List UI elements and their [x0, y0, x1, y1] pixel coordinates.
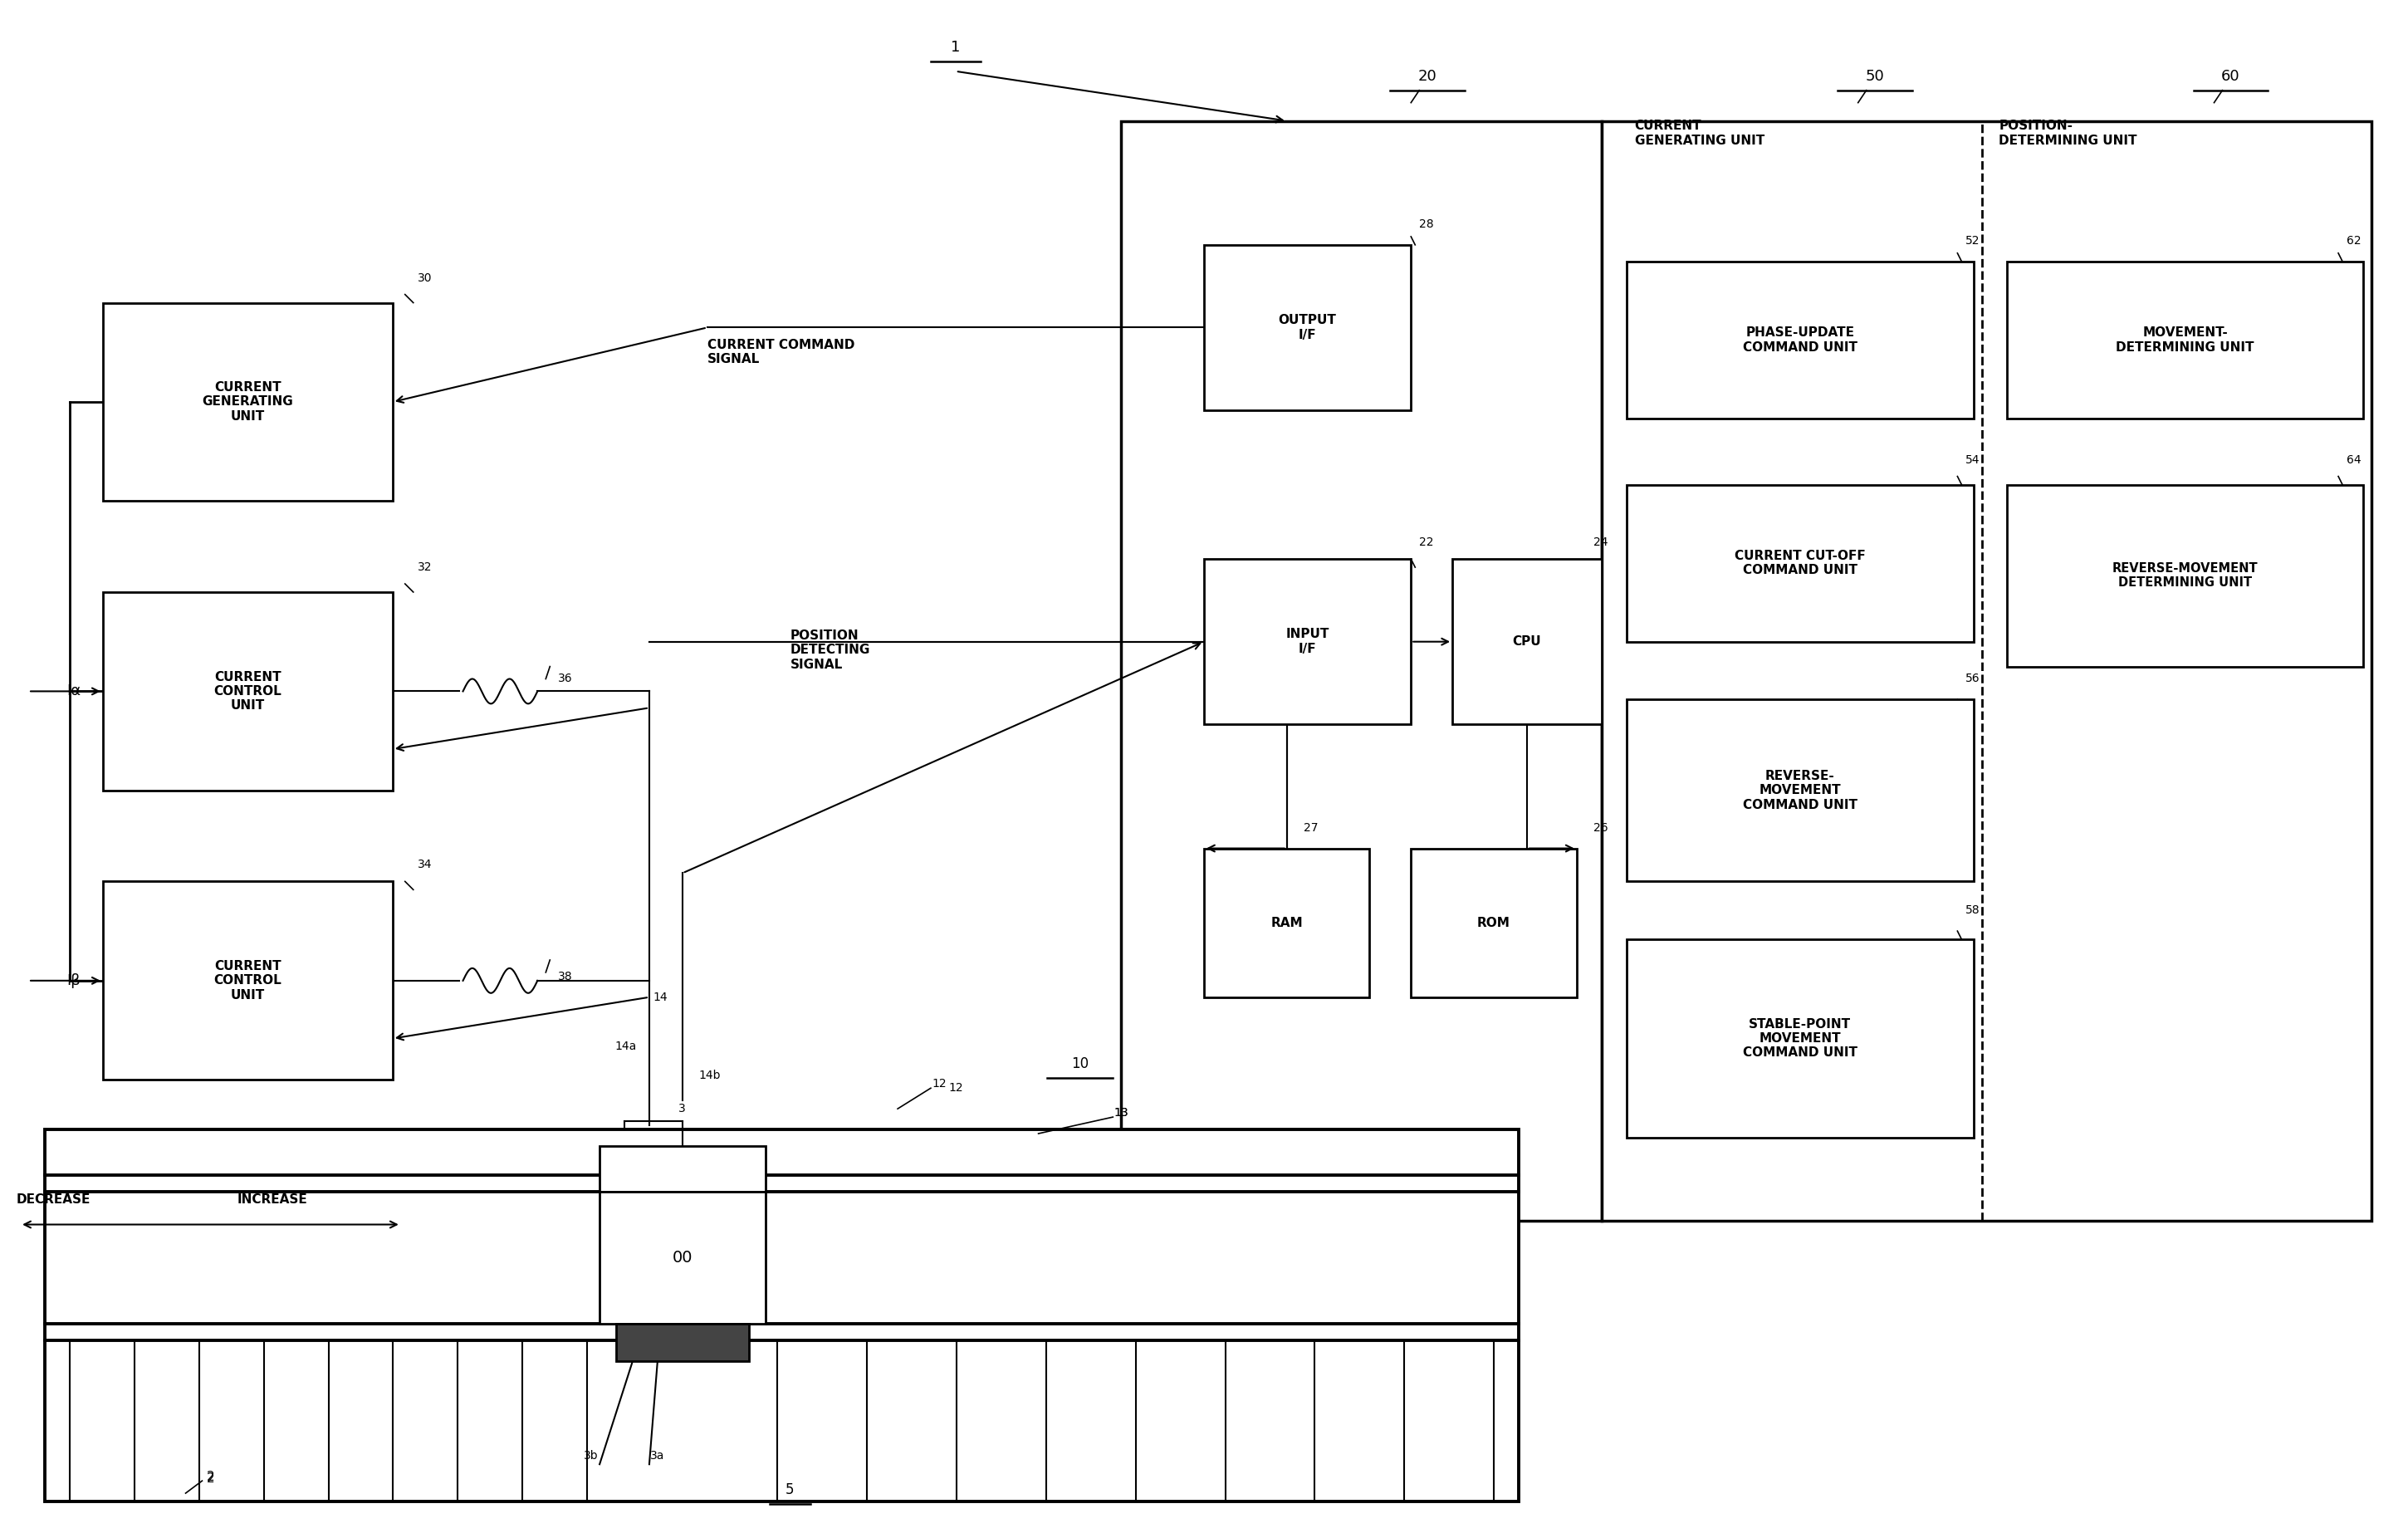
Text: 26: 26 — [1594, 821, 1609, 834]
Text: REVERSE-
MOVEMENT
COMMAND UNIT: REVERSE- MOVEMENT COMMAND UNIT — [1743, 771, 1857, 811]
Text: 3: 3 — [679, 1103, 686, 1115]
Text: MOVEMENT-
DETERMINING UNIT: MOVEMENT- DETERMINING UNIT — [2117, 326, 2254, 354]
Text: 32: 32 — [417, 561, 431, 574]
Text: CURRENT
CONTROL
UNIT: CURRENT CONTROL UNIT — [214, 960, 282, 1001]
Text: INCREASE: INCREASE — [238, 1193, 308, 1206]
Text: 12: 12 — [932, 1078, 946, 1090]
Text: 62: 62 — [2345, 235, 2362, 246]
FancyBboxPatch shape — [2008, 484, 2362, 666]
FancyBboxPatch shape — [1625, 484, 1975, 641]
FancyBboxPatch shape — [104, 881, 393, 1080]
Text: 13: 13 — [1115, 1107, 1129, 1118]
Text: CURRENT CUT-OFF
COMMAND UNIT: CURRENT CUT-OFF COMMAND UNIT — [1734, 549, 1866, 577]
Text: 00: 00 — [672, 1250, 694, 1266]
Text: POSITION
DETECTING
SIGNAL: POSITION DETECTING SIGNAL — [790, 629, 869, 671]
Text: 56: 56 — [1965, 674, 1979, 684]
Text: 2: 2 — [207, 1472, 214, 1484]
FancyBboxPatch shape — [1122, 122, 1601, 1220]
Text: OUTPUT
I/F: OUTPUT I/F — [1279, 314, 1336, 341]
Text: 14b: 14b — [698, 1070, 720, 1081]
Text: CURRENT COMMAND
SIGNAL: CURRENT COMMAND SIGNAL — [708, 338, 855, 366]
FancyBboxPatch shape — [1625, 700, 1975, 881]
FancyBboxPatch shape — [46, 1129, 1519, 1501]
Text: CURRENT
CONTROL
UNIT: CURRENT CONTROL UNIT — [214, 671, 282, 712]
Text: 14a: 14a — [614, 1041, 636, 1052]
Text: 5: 5 — [785, 1483, 795, 1498]
FancyBboxPatch shape — [1204, 245, 1411, 411]
FancyBboxPatch shape — [104, 592, 393, 791]
Text: 12: 12 — [949, 1083, 963, 1094]
FancyBboxPatch shape — [600, 1192, 766, 1324]
Text: CURRENT
GENERATING UNIT: CURRENT GENERATING UNIT — [1635, 120, 1765, 146]
Text: ROM: ROM — [1476, 917, 1510, 929]
FancyBboxPatch shape — [2008, 261, 2362, 418]
FancyBboxPatch shape — [1601, 122, 2372, 1220]
Text: 60: 60 — [2220, 69, 2239, 83]
Text: RAM: RAM — [1271, 917, 1303, 929]
Text: 22: 22 — [1418, 537, 1433, 548]
Text: REVERSE-MOVEMENT
DETERMINING UNIT: REVERSE-MOVEMENT DETERMINING UNIT — [2112, 561, 2259, 589]
Text: 64: 64 — [2345, 454, 2362, 466]
FancyBboxPatch shape — [1204, 558, 1411, 724]
FancyBboxPatch shape — [1204, 849, 1370, 997]
FancyBboxPatch shape — [104, 303, 393, 501]
Text: CPU: CPU — [1512, 635, 1541, 647]
Text: 2: 2 — [207, 1470, 214, 1483]
Text: 38: 38 — [559, 970, 573, 983]
FancyBboxPatch shape — [1411, 849, 1577, 997]
Text: Iα: Iα — [67, 684, 82, 698]
Text: 34: 34 — [417, 860, 431, 871]
Text: 30: 30 — [417, 272, 431, 283]
Text: 20: 20 — [1418, 69, 1438, 83]
Text: 27: 27 — [1303, 821, 1317, 834]
Text: 52: 52 — [1965, 235, 1979, 246]
Text: CURRENT
GENERATING
UNIT: CURRENT GENERATING UNIT — [202, 381, 294, 423]
Text: DECREASE: DECREASE — [17, 1193, 89, 1206]
FancyBboxPatch shape — [1625, 261, 1975, 418]
Text: POSITION-
DETERMINING UNIT: POSITION- DETERMINING UNIT — [1999, 120, 2136, 146]
Text: PHASE-UPDATE
COMMAND UNIT: PHASE-UPDATE COMMAND UNIT — [1743, 326, 1857, 354]
Text: 24: 24 — [1594, 537, 1609, 548]
Text: 1: 1 — [951, 40, 961, 55]
Text: STABLE-POINT
MOVEMENT
COMMAND UNIT: STABLE-POINT MOVEMENT COMMAND UNIT — [1743, 1018, 1857, 1060]
FancyBboxPatch shape — [1452, 558, 1601, 724]
Text: 54: 54 — [1965, 454, 1979, 466]
Text: 58: 58 — [1965, 904, 1979, 917]
Text: Iβ: Iβ — [67, 974, 82, 987]
FancyBboxPatch shape — [1625, 940, 1975, 1138]
FancyBboxPatch shape — [600, 1146, 766, 1192]
Text: 3b: 3b — [585, 1450, 600, 1461]
Text: 3a: 3a — [650, 1450, 665, 1461]
Text: 10: 10 — [1072, 1057, 1088, 1072]
Text: INPUT
I/F: INPUT I/F — [1286, 628, 1329, 655]
Text: 14: 14 — [653, 992, 667, 1003]
Text: 36: 36 — [559, 674, 573, 684]
FancyBboxPatch shape — [616, 1324, 749, 1361]
Text: 50: 50 — [1866, 69, 1883, 83]
Text: 13: 13 — [1115, 1107, 1129, 1118]
Text: 28: 28 — [1418, 218, 1433, 231]
